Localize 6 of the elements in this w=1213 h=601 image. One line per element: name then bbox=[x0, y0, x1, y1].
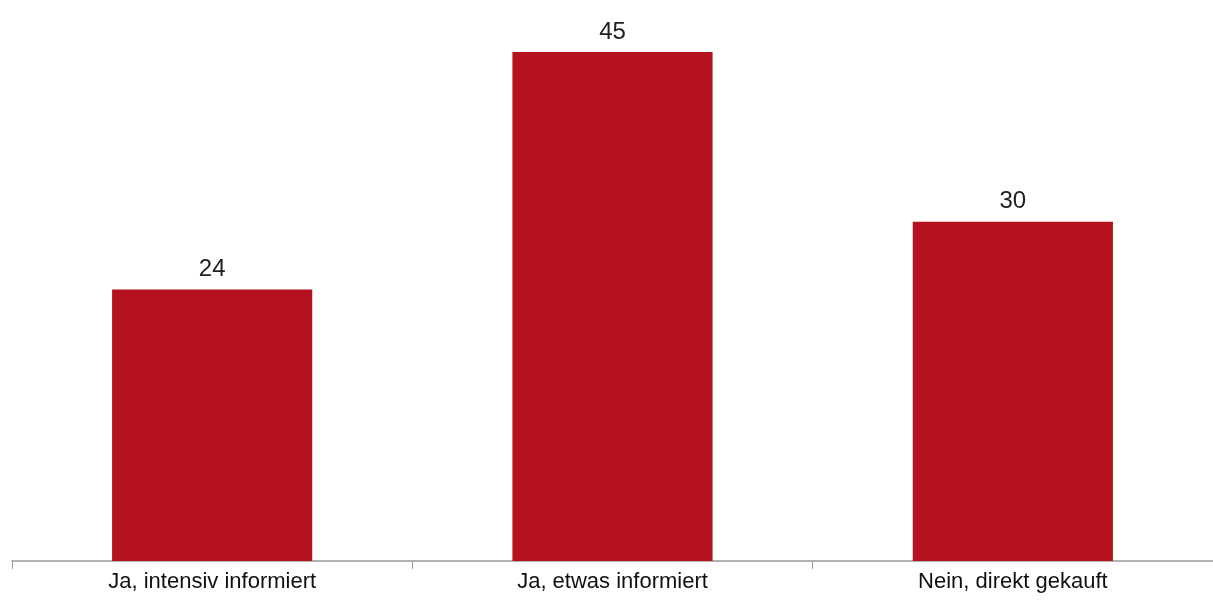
data-label: 24 bbox=[198, 254, 226, 282]
data-label: 30 bbox=[999, 186, 1027, 214]
x-tick-label: Ja, intensiv informiert bbox=[108, 567, 317, 593]
x-tick-label: Ja, etwas informiert bbox=[517, 567, 708, 593]
data-label: 45 bbox=[599, 16, 626, 44]
x-tick-label: Nein, direkt gekauft bbox=[918, 567, 1108, 593]
